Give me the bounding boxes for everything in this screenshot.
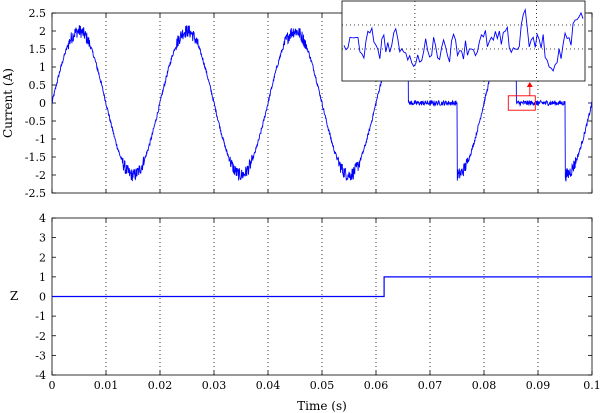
z-ylabel: Z [10, 289, 18, 303]
x-tick-label: 0.03 [202, 379, 227, 392]
y-tick-label: -2 [35, 330, 46, 343]
y-tick-label: -2.5 [25, 187, 46, 200]
x-tick-label: 0.1 [583, 379, 600, 392]
y-tick-label: 4 [39, 212, 46, 225]
current-ylabel: Current (A) [1, 68, 15, 138]
current-plot-ticks: 2.5 2 1.5 1 0.5 0 -0.5 -1 -1.5 -2 -2.5 [25, 7, 593, 200]
y-tick-label: -3 [35, 349, 46, 362]
y-tick-label: -1 [35, 310, 46, 323]
x-tick-label: 0.02 [148, 379, 173, 392]
inset-frame [341, 0, 586, 82]
z-line [52, 276, 592, 298]
x-tick-label: 0.08 [472, 379, 497, 392]
z-series [52, 276, 592, 298]
y-tick-label: 2 [39, 251, 46, 264]
y-tick-label: 0.5 [29, 79, 47, 92]
y-tick-label: -4 [35, 369, 46, 382]
y-tick-label: 1 [39, 271, 46, 284]
y-tick-label: 2 [39, 25, 46, 38]
zoom-source-box [507, 95, 536, 111]
time-xlabel: Time (s) [297, 399, 347, 413]
x-tick-label: 0.07 [418, 379, 443, 392]
y-tick-label: 0 [39, 97, 46, 110]
y-tick-label: -1 [35, 133, 46, 146]
y-tick-label: -0.5 [25, 115, 46, 128]
inset-line [343, 7, 584, 72]
x-tick-label: 0.01 [94, 379, 119, 392]
x-tick-label: 0 [49, 379, 56, 392]
y-tick-label: 3 [39, 232, 46, 245]
y-tick-label: -1.5 [25, 151, 46, 164]
z-plot-ticks: 0 0.01 0.02 0.03 0.04 0.05 0.06 0.07 0.08 0.09 0.1… [35, 212, 600, 392]
y-tick-label: 1 [39, 61, 46, 74]
y-tick-label: 0 [39, 291, 46, 304]
x-tick-label: 0.05 [310, 379, 335, 392]
y-tick-label: 1.5 [29, 43, 47, 56]
y-tick-label: 2.5 [29, 7, 47, 20]
x-tick-label: 0.06 [364, 379, 389, 392]
current-plot: 2.5 2 1.5 1 0.5 0 -0.5 -1 -1.5 -2 -2.5 Current (A) [1, 0, 593, 200]
y-tick-label: -2 [35, 169, 46, 182]
x-tick-label: 0.04 [256, 379, 281, 392]
zoom-arrow-head [526, 82, 533, 87]
x-tick-label: 0.09 [526, 379, 551, 392]
z-plot: 0 0.01 0.02 0.03 0.04 0.05 0.06 0.07 0.08 0.09 0.1… [10, 212, 600, 413]
zoom-inset [341, 0, 586, 111]
